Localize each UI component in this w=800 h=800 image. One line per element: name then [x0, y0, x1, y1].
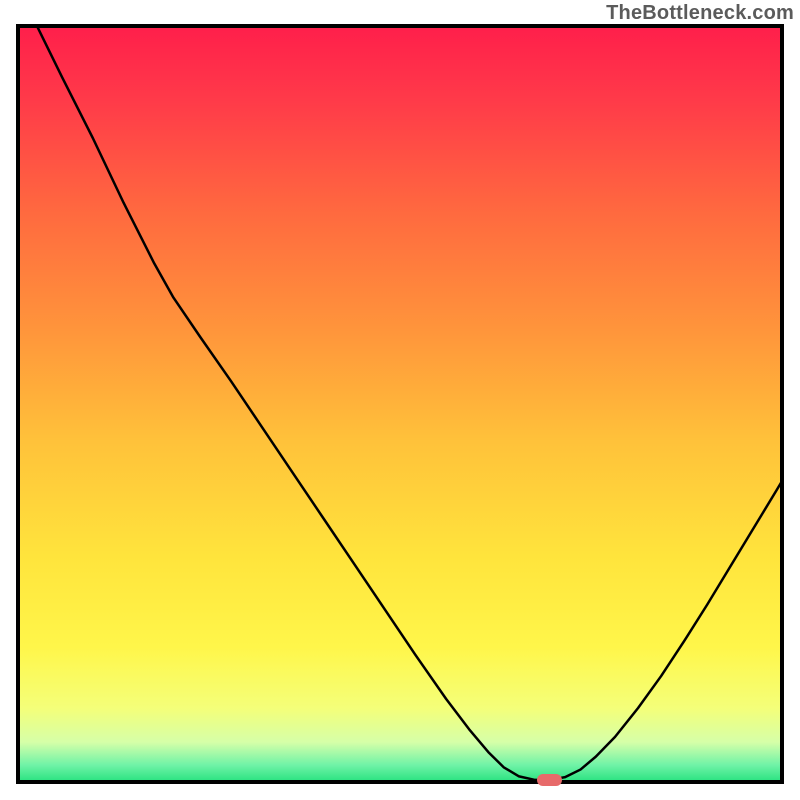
chart-frame: TheBottleneck.com [0, 0, 800, 800]
optimum-marker [537, 774, 562, 786]
watermark-text: TheBottleneck.com [606, 2, 794, 25]
plot-area [16, 24, 784, 784]
plot-background [16, 24, 784, 784]
plot-svg [16, 24, 784, 784]
